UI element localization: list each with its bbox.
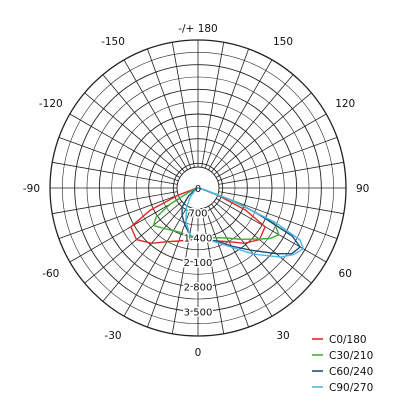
grid-spoke xyxy=(58,194,179,239)
grid-spoke xyxy=(218,191,344,215)
polar-grid xyxy=(49,39,347,337)
angle-label: -90 xyxy=(23,183,40,195)
angle-label: 90 xyxy=(356,183,369,195)
grid-spoke xyxy=(58,137,179,182)
grid-spoke xyxy=(123,205,188,317)
grid-spoke xyxy=(147,207,192,328)
grid-spoke xyxy=(215,198,327,263)
grid-spoke xyxy=(69,198,181,263)
grid-spoke xyxy=(171,208,195,334)
grid-spoke xyxy=(147,48,192,169)
grid-spoke xyxy=(208,59,273,171)
radial-tick-label: 2 800 xyxy=(184,283,213,294)
grid-spoke xyxy=(204,207,249,328)
grid-spoke xyxy=(208,205,273,317)
angle-label: 30 xyxy=(276,330,289,342)
grid-spoke xyxy=(84,201,183,284)
angle-label: 120 xyxy=(335,98,355,110)
grid-spoke xyxy=(215,113,327,178)
grid-spoke xyxy=(171,42,195,168)
angle-label: -30 xyxy=(104,330,121,342)
radial-tick-label: 700 xyxy=(188,209,207,220)
grid-spoke xyxy=(102,203,185,302)
grid-spoke xyxy=(213,201,312,284)
angle-label: 150 xyxy=(273,36,293,48)
legend-label: C60/240 xyxy=(329,366,373,378)
grid-spoke xyxy=(201,42,225,168)
grid-spoke xyxy=(123,59,188,171)
legend-label: C90/270 xyxy=(329,382,373,394)
grid-spoke xyxy=(201,208,225,334)
angle-label: 0 xyxy=(195,347,202,359)
legend-label: C30/210 xyxy=(329,350,373,362)
grid-spoke xyxy=(217,137,338,182)
radial-tick-label: 3 500 xyxy=(184,307,213,318)
grid-spoke xyxy=(211,74,294,173)
radial-tick-label: 1 400 xyxy=(184,233,213,244)
grid-spoke xyxy=(204,48,249,169)
series-curves xyxy=(130,187,304,258)
grid-spoke xyxy=(84,92,183,175)
grid-spoke xyxy=(69,113,181,178)
grid-spoke xyxy=(213,92,312,175)
grid-spoke xyxy=(218,161,344,185)
angle-label: 60 xyxy=(339,268,352,280)
angle-label: -150 xyxy=(101,36,125,48)
grid-spoke xyxy=(102,74,185,173)
angle-label: -120 xyxy=(39,98,63,110)
legend-label: C0/180 xyxy=(329,334,367,346)
legend: C0/180 C30/210 C60/240 C90/270 xyxy=(312,334,373,394)
grid-spoke xyxy=(52,161,178,185)
angle-label: -/+ 180 xyxy=(178,23,218,35)
angle-label: -60 xyxy=(42,268,59,280)
grid-spoke xyxy=(211,203,294,302)
series-curve-C60-240 xyxy=(181,187,301,255)
grid-spoke xyxy=(52,191,178,215)
series-curve-C30-210 xyxy=(152,187,280,240)
axis-labels: 0 700 1 400 2 100 2 800 3 500 -/+ 180 -150 150 -1… xyxy=(23,23,370,359)
radial-tick-label: 0 xyxy=(195,184,201,195)
radial-tick-label: 2 100 xyxy=(184,258,213,269)
series-curve-C90-270 xyxy=(185,187,304,258)
